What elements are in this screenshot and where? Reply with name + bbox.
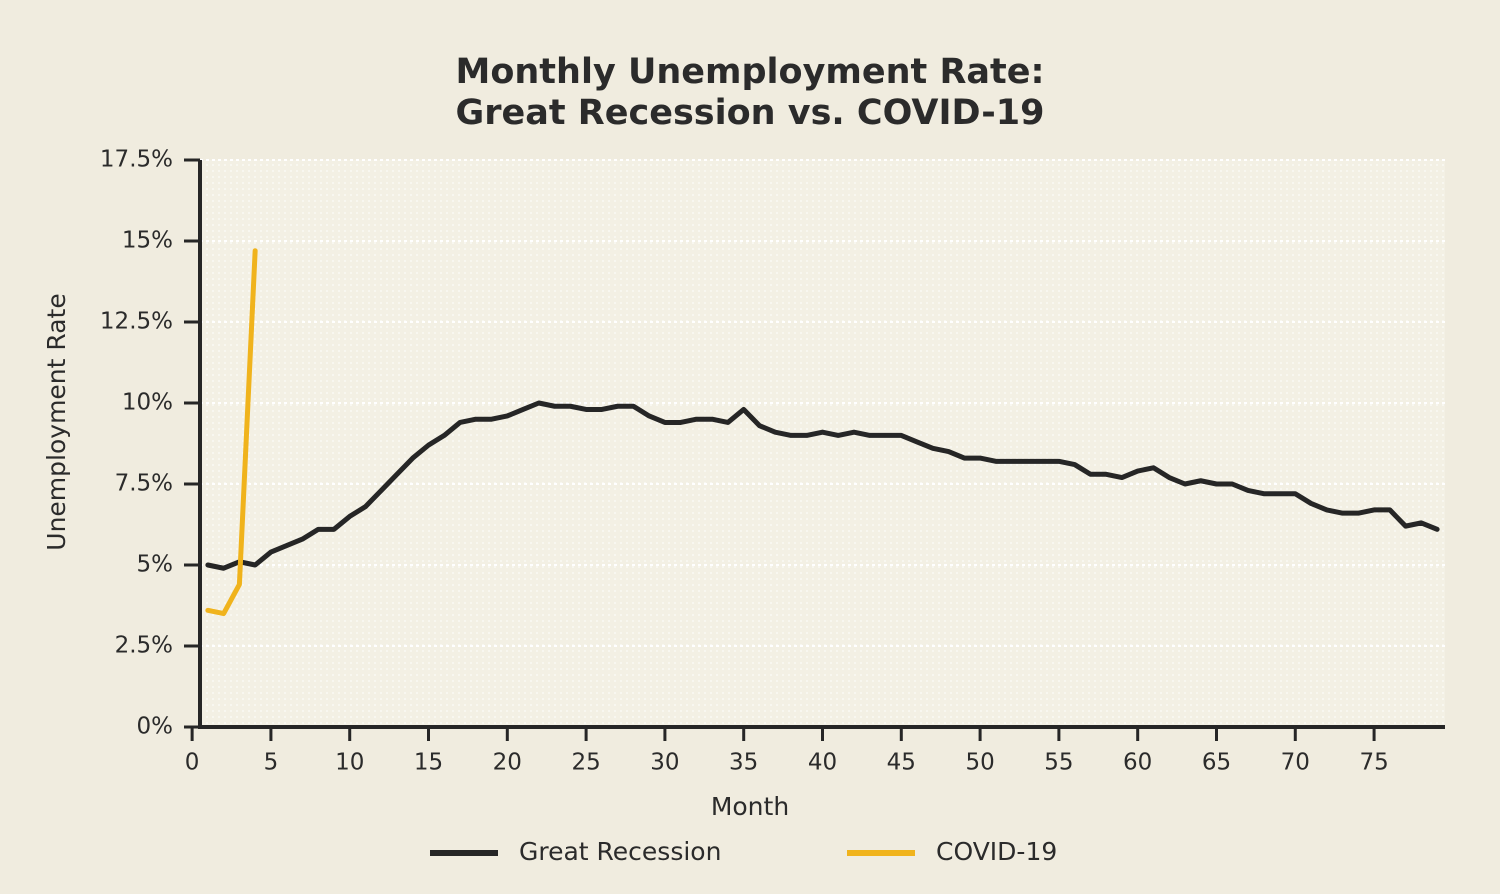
- x-tick-label: 65: [1202, 750, 1231, 776]
- line-series: [205, 400, 1440, 571]
- legend-label: COVID-19: [936, 837, 1057, 866]
- legend-label: Great Recession: [519, 837, 721, 866]
- x-tick-label: 5: [264, 750, 279, 776]
- x-tick-label: 70: [1281, 750, 1310, 776]
- y-tick-label: 17.5%: [100, 147, 173, 173]
- x-tick-label: 35: [729, 750, 758, 776]
- x-tick-label: 45: [887, 750, 916, 776]
- y-tick-label: 0%: [137, 714, 174, 740]
- y-axis-label: Unemployment Rate: [42, 293, 71, 550]
- x-tick-label: 55: [1044, 750, 1073, 776]
- x-tick-label: 0: [185, 750, 200, 776]
- x-tick-label: 40: [808, 750, 837, 776]
- y-tick-label: 5%: [137, 552, 174, 578]
- plot-area: [200, 160, 1445, 727]
- y-tick-label: 7.5%: [115, 471, 173, 497]
- x-tick-label: 20: [493, 750, 522, 776]
- y-tick-label: 10%: [122, 390, 173, 416]
- x-tick-label: 25: [571, 750, 600, 776]
- x-tick-label: 15: [414, 750, 443, 776]
- x-tick-label: 30: [650, 750, 679, 776]
- y-tick-label: 2.5%: [115, 633, 173, 659]
- line-series: [205, 248, 258, 617]
- chart-title: Great Recession vs. COVID-19: [456, 93, 1045, 133]
- x-tick-label: 75: [1359, 750, 1388, 776]
- x-tick-label: 60: [1123, 750, 1152, 776]
- chart-title: Monthly Unemployment Rate:: [456, 52, 1045, 92]
- x-axis-label: Month: [711, 792, 789, 821]
- y-tick-label: 12.5%: [100, 309, 173, 335]
- x-tick-label: 10: [335, 750, 364, 776]
- y-tick-label: 15%: [122, 228, 173, 254]
- x-tick-label: 50: [965, 750, 994, 776]
